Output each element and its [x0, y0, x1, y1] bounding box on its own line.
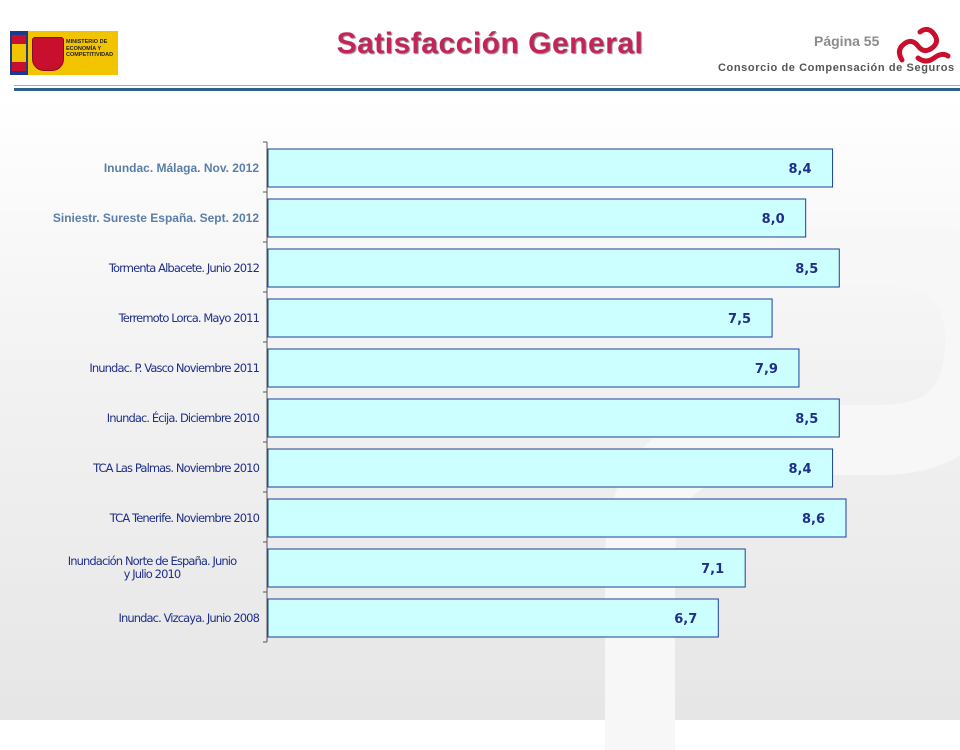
- ministry-text: MINISTERIO DE ECONOMÍA Y COMPETITIVIDAD: [66, 39, 114, 58]
- tick-label: Siniestr. Sureste España. Sept. 2012: [53, 211, 259, 225]
- satisfaction-bar-chart: Inundac. Málaga. Nov. 2012 Siniestr. Sure…: [53, 141, 847, 643]
- ccs-logo-icon: [896, 26, 951, 64]
- tick-label: Inundac. Málaga. Nov. 2012: [104, 161, 259, 175]
- data-label: 8,6: [802, 512, 825, 527]
- coat-of-arms-icon: [32, 37, 64, 71]
- flag-icon: [10, 31, 28, 75]
- tick-label: TCA Tenerife. Noviembre 2010: [109, 511, 260, 525]
- bar: [267, 348, 800, 388]
- data-label: 6,7: [674, 612, 697, 627]
- organization-name: Consorcio de Compensación de Seguros: [718, 62, 955, 74]
- tick-label: TCA Las Palmas. Noviembre 2010: [92, 461, 259, 475]
- page-number: Página 55: [814, 33, 880, 49]
- bar: [267, 398, 840, 438]
- page-title: Satisfacción General: [336, 27, 644, 60]
- header-divider-thin: [14, 85, 960, 86]
- header-divider: [14, 88, 960, 91]
- bar: [267, 448, 834, 488]
- bar: [267, 498, 847, 538]
- bar: [267, 548, 746, 588]
- data-label: 8,5: [795, 262, 818, 277]
- tick-label: Inundac. P. Vasco Noviembre 2011: [89, 361, 259, 375]
- data-label: 7,5: [728, 312, 751, 327]
- data-label: 8,0: [762, 212, 785, 227]
- tick-label: Terremoto Lorca. Mayo 2011: [118, 311, 260, 325]
- bar: [267, 248, 840, 288]
- tick-label: Inundac. Écija. Diciembre 2010: [107, 410, 260, 425]
- tick-label: Inundac. Vizcaya. Junio 2008: [118, 611, 259, 625]
- ministry-logo: MINISTERIO DE ECONOMÍA Y COMPETITIVIDAD: [10, 31, 118, 75]
- bar: [267, 598, 719, 638]
- bar: [267, 198, 807, 238]
- data-label: 7,1: [701, 562, 724, 577]
- bar: [267, 148, 834, 188]
- data-label: 8,4: [789, 162, 812, 177]
- data-label: 8,4: [789, 462, 812, 477]
- tick-label: Inundación Norte de España. Junio y Julio…: [68, 554, 237, 581]
- data-label: 8,5: [795, 412, 818, 427]
- tick-label: Tormenta Albacete. Junio 2012: [108, 261, 260, 275]
- bar: [267, 298, 773, 338]
- data-label: 7,9: [755, 362, 778, 377]
